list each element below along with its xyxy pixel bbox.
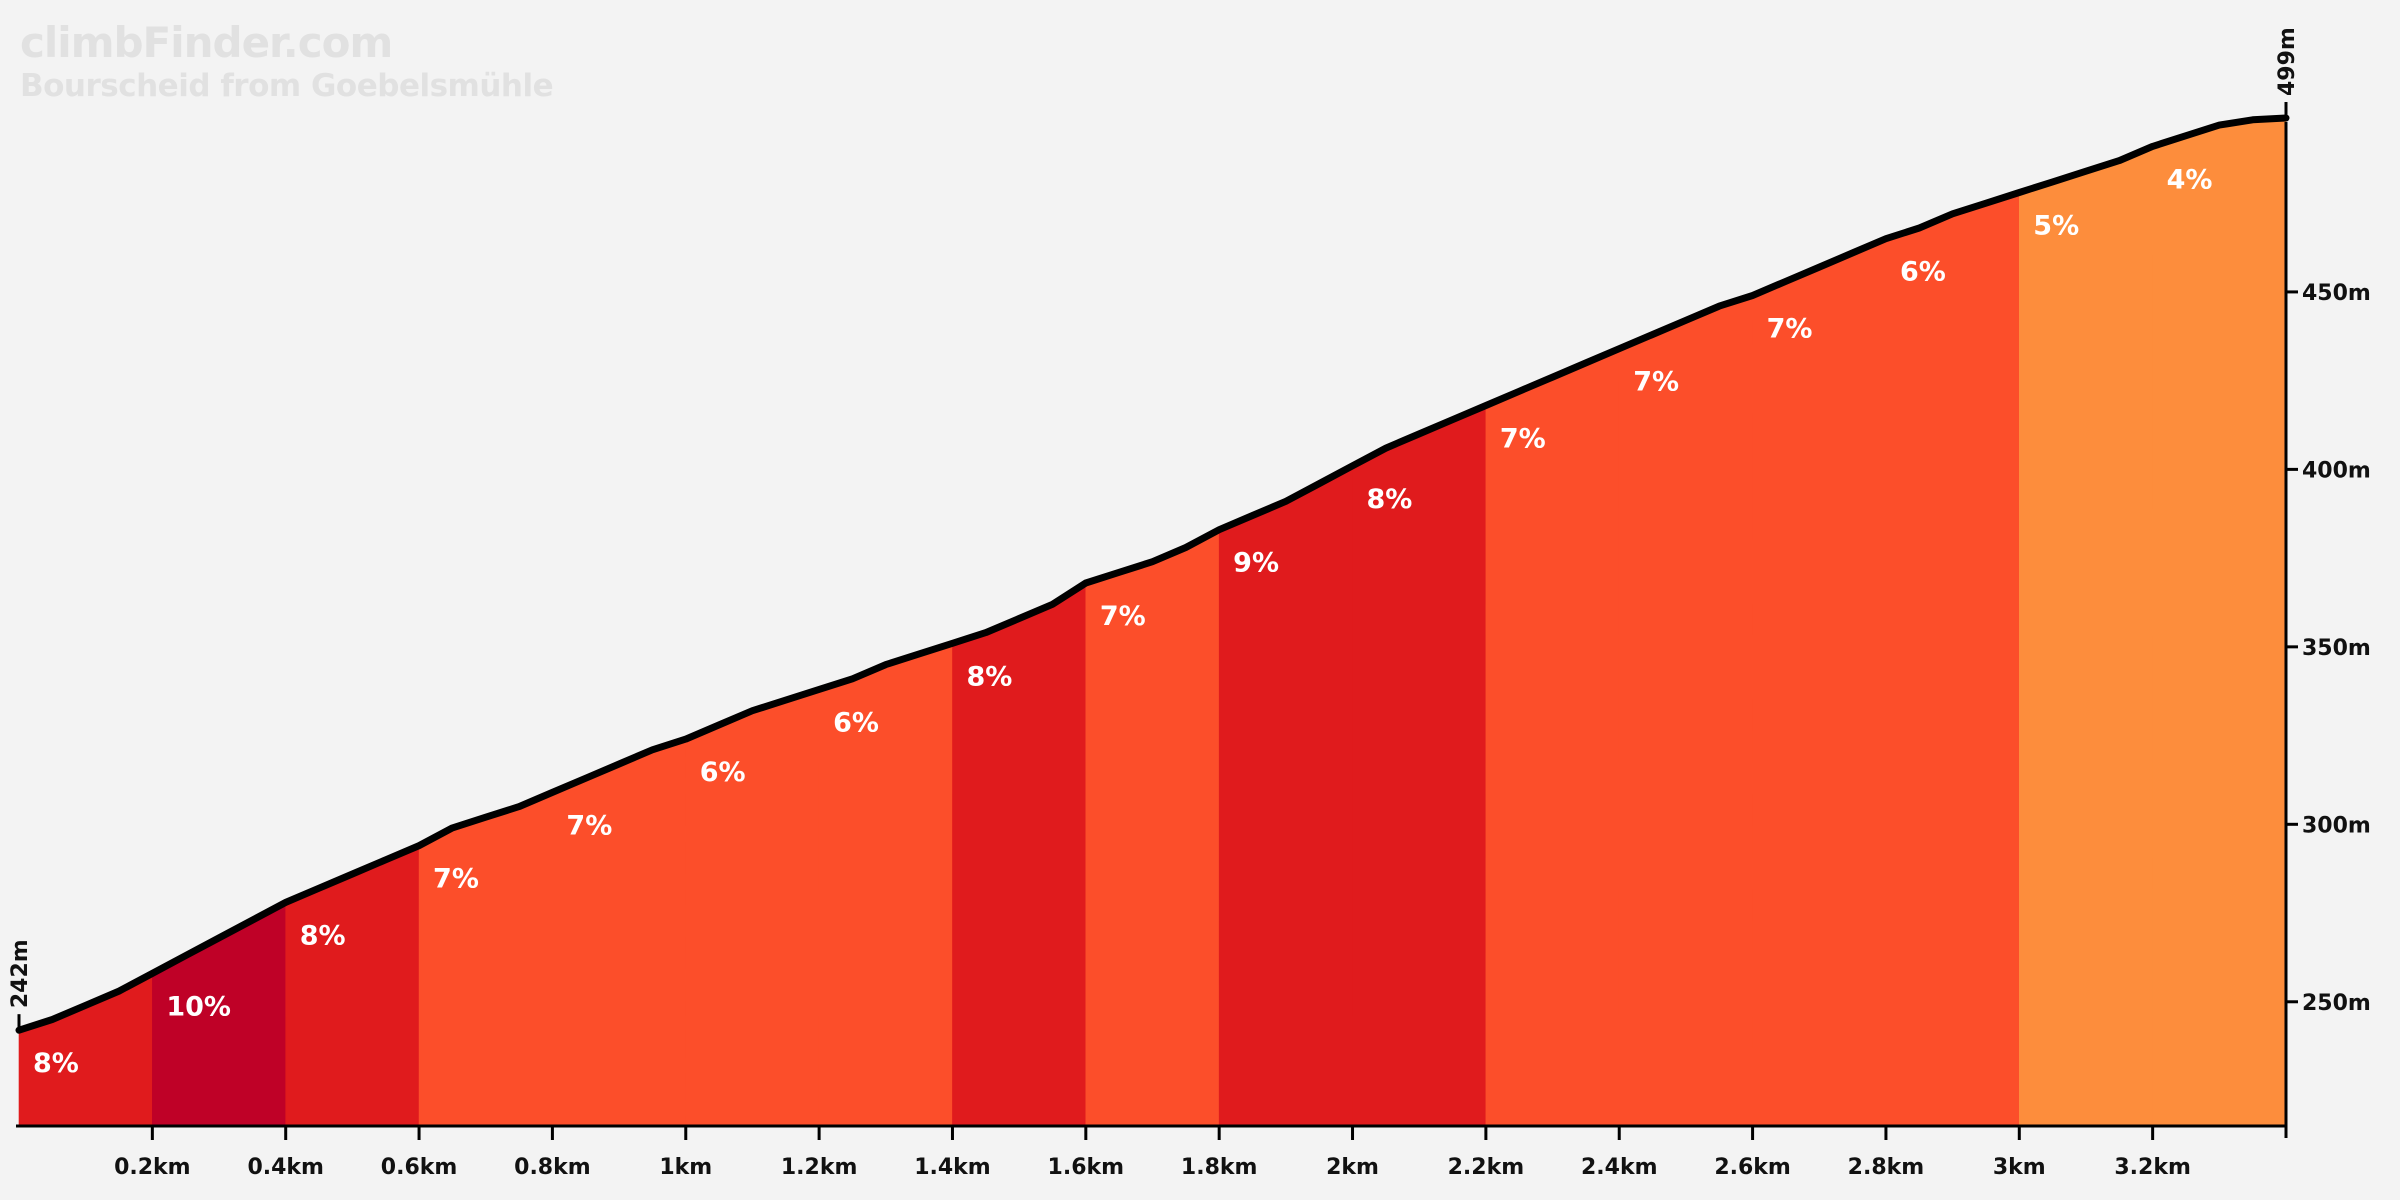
start-elevation-label: 242m xyxy=(8,939,33,1008)
x-tick-label: 1.2km xyxy=(781,1155,858,1180)
axes: 0.2km 0.4km 0.6km 0.8km 1km 1.2km 1.4km 1.6km 1.… xyxy=(8,27,2371,1180)
profile-line-group xyxy=(15,114,2290,1034)
x-tick-label: 1.8km xyxy=(1181,1155,1258,1180)
x-tick-label: 2km xyxy=(1326,1155,1379,1180)
gradient-label: 4% xyxy=(2167,164,2213,195)
gradient-label: 7% xyxy=(1100,601,1146,632)
y-tick-label: 250m xyxy=(2302,991,2371,1016)
x-tick-label: 3.2km xyxy=(2114,1155,2191,1180)
gradient-label: 7% xyxy=(566,810,612,841)
x-tick-label: 2.6km xyxy=(1714,1155,1791,1180)
x-tick-label: 1km xyxy=(659,1155,712,1180)
gradient-segment xyxy=(1485,348,1620,1127)
gradient-label: 8% xyxy=(33,1048,79,1079)
gradient-label: 7% xyxy=(433,864,479,895)
x-tick-label: 1.4km xyxy=(914,1155,991,1180)
gradient-label: 10% xyxy=(166,991,231,1022)
y-tick-label: 300m xyxy=(2302,813,2371,838)
gradient-segment xyxy=(1885,192,2020,1127)
gradient-segment xyxy=(2152,117,2287,1127)
gradient-segment xyxy=(418,791,553,1127)
gradient-label: 8% xyxy=(966,661,1012,692)
gradient-label: 9% xyxy=(1233,548,1279,579)
end-elevation-label: 499m xyxy=(2275,27,2300,96)
x-tick-label: 0.2km xyxy=(114,1155,191,1180)
x-tick-label: 0.8km xyxy=(514,1155,591,1180)
x-tick-label: 2.8km xyxy=(1848,1155,1925,1180)
gradient-label: 6% xyxy=(833,707,879,738)
gradient-segment xyxy=(1752,238,1887,1127)
gradient-label: 7% xyxy=(1500,423,1546,454)
site-watermark: climbFinder.com xyxy=(20,18,393,67)
x-tick-label: 0.4km xyxy=(247,1155,324,1180)
gradient-label: 7% xyxy=(1767,313,1813,344)
y-tick-label: 450m xyxy=(2302,281,2371,306)
gradient-label: 6% xyxy=(1900,257,1946,288)
gradient-segment xyxy=(552,738,687,1127)
x-tick-label: 2.4km xyxy=(1581,1155,1658,1180)
climb-name: Bourscheid from Goebelsmühle xyxy=(20,68,554,104)
x-tick-label: 1.6km xyxy=(1048,1155,1125,1180)
gradient-segment xyxy=(685,688,820,1127)
gradient-segment xyxy=(1618,295,1753,1127)
gradient-segments xyxy=(18,117,2287,1127)
x-tick-label: 2.2km xyxy=(1448,1155,1525,1180)
gradient-label: 8% xyxy=(1367,484,1413,515)
x-tick-label: 0.6km xyxy=(381,1155,458,1180)
gradient-segment xyxy=(2018,145,2153,1127)
gradient-label: 7% xyxy=(1633,367,1679,398)
gradient-label: 6% xyxy=(700,757,746,788)
gradient-labels: 8% 10% 8% 7% 7% 6% 6% 8% 7% 9% 8% 7% 7% 7% 6% 5% 4% xyxy=(33,164,2212,1079)
y-tick-label: 350m xyxy=(2302,636,2371,661)
gradient-label: 8% xyxy=(300,920,346,951)
x-tick-label: 3km xyxy=(1993,1155,2046,1180)
gradient-segment xyxy=(285,845,420,1127)
gradient-label: 5% xyxy=(2033,211,2079,242)
profile-line xyxy=(15,114,2290,1034)
y-tick-label: 400m xyxy=(2302,458,2371,483)
